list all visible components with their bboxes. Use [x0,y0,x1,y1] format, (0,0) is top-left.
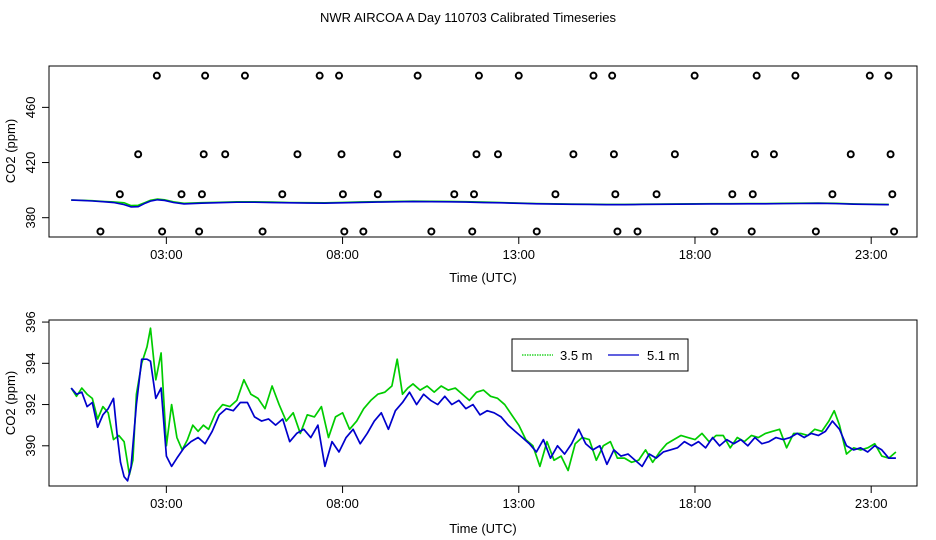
outlier-point [201,71,210,80]
top-y-axis-label: CO2 (ppm) [3,119,18,183]
bottom-x-axis-label: Time (UTC) [449,521,516,536]
outlier-point [240,71,249,80]
outlier-point [115,190,124,199]
outlier-point [865,71,874,80]
top-x-tick-label: 08:00 [326,247,359,262]
top-x-tick-label: 13:00 [502,247,535,262]
scatter-panel: CO2 (ppm) Time (UTC) 03:00 08:00 13:00 18:0… [3,65,918,285]
outlier-point [670,150,679,159]
outlier-point [373,190,382,199]
bottom-y-tick-label: 394 [23,352,38,374]
bottom-x-tick-label: 03:00 [150,496,183,511]
top-x-tick-label: 03:00 [150,247,183,262]
outlier-point [514,71,523,80]
outlier-point [340,227,349,236]
outlier-point [791,71,800,80]
top-plot-marks [71,71,899,236]
outlier-point [769,150,778,159]
bottom-x-tick-label: 13:00 [502,496,535,511]
outlier-point [846,150,855,159]
bottom-y-tick-label: 392 [23,394,38,416]
outlier-point [569,150,578,159]
bottom-plot-frame [48,319,918,487]
outlier-point [609,150,618,159]
outlier-point [652,190,661,199]
bottom-x-tick-label: 08:00 [326,496,359,511]
top-y-tick-label: 460 [23,97,38,119]
legend-label-series-1: 3.5 m [560,348,593,363]
outlier-point [710,227,719,236]
outlier-point [335,71,344,80]
outlier-point [493,150,502,159]
outlier-point [888,190,897,199]
outlier-point [690,71,699,80]
outlier-point [315,71,324,80]
outlier-point [195,227,204,236]
outlier-point [199,150,208,159]
outlier-point [551,190,560,199]
outlier-point [338,190,347,199]
outlier-point [152,71,161,80]
outlier-point [532,227,541,236]
outlier-point [611,190,620,199]
outlier-point [293,150,302,159]
top-x-tick-label: 23:00 [855,247,888,262]
outlier-point [158,227,167,236]
outlier-point [589,71,598,80]
outlier-point [134,150,143,159]
outlier-point [413,71,422,80]
top-x-axis-label: Time (UTC) [449,270,516,285]
bottom-y-tick-label: 390 [23,435,38,457]
bottom-plot-marks [70,327,897,482]
outlier-point [337,150,346,159]
top-y-tick-label: 380 [23,207,38,229]
legend-box [511,338,689,372]
top-y-tick-label: 420 [23,152,38,174]
bottom-series-2-line [70,358,896,482]
outlier-point [96,227,105,236]
outlier-point [177,190,186,199]
outlier-point [748,190,757,199]
outlier-point [890,227,899,236]
outlier-point [750,150,759,159]
outlier-point [470,190,479,199]
line-panel: CO2 (ppm) Time (UTC) 03:00 08:00 13:00 18:0… [3,311,918,536]
bottom-series-1-line [70,327,897,476]
outlier-point [886,150,895,159]
outlier-point [811,227,820,236]
outlier-point [393,150,402,159]
outlier-point [258,227,267,236]
bottom-x-tick-label: 23:00 [855,496,888,511]
chart-title: NWR AIRCOA A Day 110703 Calibrated Times… [320,10,616,25]
top-plot-frame [48,65,918,238]
outlier-point [752,71,761,80]
outlier-point [427,227,436,236]
outlier-point [828,190,837,199]
outlier-point [450,190,459,199]
outlier-point [884,71,893,80]
legend-label-series-2: 5.1 m [647,348,680,363]
bottom-y-axis-label: CO2 (ppm) [3,371,18,435]
bottom-x-tick-label: 18:00 [679,496,712,511]
top-x-tick-label: 18:00 [679,247,712,262]
top-series-2-line [71,198,889,208]
legend: 3.5 m 5.1 m [511,338,689,372]
outlier-point [197,190,206,199]
outlier-point [613,227,622,236]
outlier-point [468,227,477,236]
outlier-point [221,150,230,159]
outlier-point [278,190,287,199]
outlier-point [608,71,617,80]
bottom-axis-ticks: 03:00 08:00 13:00 18:00 23:00 390 392 394 396 [23,311,887,511]
outlier-point [633,227,642,236]
outlier-point [359,227,368,236]
outlier-point [472,150,481,159]
outlier-point [474,71,483,80]
bottom-y-tick-label: 396 [23,311,38,333]
outlier-point [747,227,756,236]
top-axis-ticks: 03:00 08:00 13:00 18:00 23:00 380 420 460 [23,97,887,262]
outlier-point [728,190,737,199]
